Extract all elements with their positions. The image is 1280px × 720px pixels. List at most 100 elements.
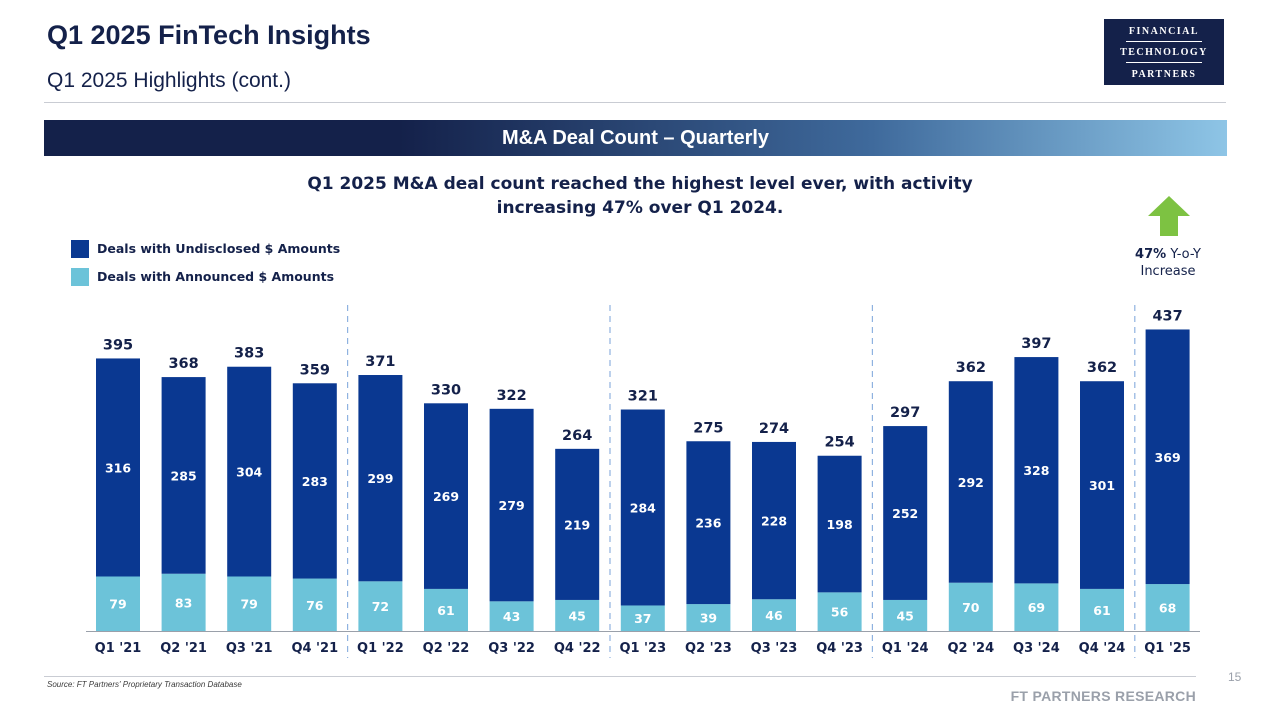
data-label-undisclosed: 299 (367, 471, 393, 486)
logo-line-1: FINANCIAL (1128, 26, 1200, 37)
up-arrow-icon (1148, 196, 1190, 236)
data-label-total: 330 (431, 382, 461, 398)
x-tick-label: Q3 '24 (1013, 641, 1060, 656)
x-tick-label: Q1 '21 (95, 641, 142, 656)
headline-line-2: increasing 47% over Q1 2024. (496, 198, 784, 218)
bar-announced (424, 588, 468, 631)
data-label-total: 297 (890, 405, 920, 421)
bar-announced (948, 582, 993, 631)
bar-announced (817, 592, 862, 631)
bar-announced (620, 605, 665, 631)
data-label-announced: 45 (568, 608, 585, 623)
data-label-announced: 76 (306, 598, 324, 613)
footer-brand: FT PARTNERS RESEARCH (1010, 688, 1196, 704)
data-label-undisclosed: 301 (1089, 478, 1115, 493)
data-label-announced: 61 (1093, 603, 1110, 618)
data-label-total: 359 (300, 362, 330, 378)
data-label-undisclosed: 279 (499, 498, 525, 513)
headline-line-1: Q1 2025 M&A deal count reached the highe… (307, 174, 973, 194)
bar-announced (555, 599, 600, 631)
data-label-undisclosed: 316 (105, 460, 131, 475)
bar-undisclosed (948, 381, 993, 583)
bar-undisclosed (227, 366, 272, 577)
banner-label: M&A Deal Count – Quarterly (501, 127, 770, 149)
data-label-announced: 69 (1028, 600, 1045, 615)
bar-announced (292, 578, 337, 631)
bar-undisclosed (620, 409, 665, 606)
bar-announced (358, 581, 403, 631)
x-tick-label: Q1 '25 (1144, 641, 1191, 656)
bar-announced (96, 576, 140, 631)
chart-headline: Q1 2025 M&A deal count reached the highe… (300, 172, 980, 220)
data-label-undisclosed: 252 (892, 506, 918, 521)
data-label-undisclosed: 236 (695, 516, 721, 531)
data-label-total: 264 (562, 428, 592, 444)
x-tick-label: Q2 '22 (423, 641, 470, 656)
data-label-undisclosed: 369 (1155, 450, 1181, 465)
bar-announced (1080, 588, 1124, 631)
data-label-total: 362 (1087, 360, 1117, 376)
data-label-undisclosed: 269 (433, 489, 459, 504)
bar-undisclosed (883, 426, 928, 600)
data-label-total: 254 (824, 435, 854, 451)
bar-undisclosed (817, 455, 862, 593)
x-tick-label: Q2 '24 (947, 641, 994, 656)
data-label-total: 362 (956, 360, 986, 376)
x-tick-label: Q4 '22 (554, 641, 601, 656)
bar-undisclosed (96, 358, 140, 577)
bar-undisclosed (424, 403, 468, 589)
yoy-suffix: Y-o-Y (1170, 247, 1201, 262)
data-label-announced: 83 (175, 595, 192, 610)
x-tick-label: Q3 '21 (226, 641, 273, 656)
data-label-total: 383 (234, 346, 264, 362)
bar-undisclosed (292, 383, 337, 579)
x-tick-label: Q1 '23 (619, 641, 666, 656)
page-number: 15 (1228, 670, 1242, 684)
data-label-announced: 79 (109, 597, 126, 612)
page-subtitle: Q1 2025 Highlights (cont.) (47, 69, 291, 92)
yoy-increase-label: Increase (1140, 264, 1196, 279)
data-label-total: 322 (496, 388, 526, 404)
data-label-announced: 70 (962, 600, 980, 615)
legend-swatch-undisclosed (71, 240, 89, 258)
x-tick-label: Q4 '23 (816, 641, 863, 656)
data-label-total: 395 (103, 337, 133, 353)
x-tick-label: Q1 '24 (882, 641, 929, 656)
logo-line-2: TECHNOLOGY (1120, 47, 1208, 58)
bar-announced (489, 601, 534, 631)
data-label-undisclosed: 304 (236, 465, 262, 480)
footer-divider (44, 676, 1196, 677)
data-label-announced: 37 (634, 611, 651, 626)
data-label-announced: 46 (765, 608, 783, 623)
bar-undisclosed (1145, 329, 1190, 585)
section-banner: M&A Deal Count – Quarterly (44, 120, 1227, 156)
data-label-total: 437 (1152, 308, 1182, 324)
bar-undisclosed (1014, 357, 1059, 584)
bar-announced (161, 573, 206, 631)
data-label-announced: 39 (700, 611, 717, 626)
data-label-total: 275 (693, 420, 723, 436)
bar-announced (752, 599, 796, 631)
bar-undisclosed (161, 377, 206, 574)
bar-announced (227, 576, 272, 631)
legend-label-undisclosed: Deals with Undisclosed $ Amounts (97, 241, 341, 256)
yoy-percent: 47% (1135, 247, 1167, 262)
bar-undisclosed (358, 375, 403, 582)
data-label-announced: 79 (240, 597, 257, 612)
x-tick-label: Q3 '23 (751, 641, 798, 656)
yoy-callout: 47% Y-o-Y Increase (1118, 246, 1218, 280)
data-label-announced: 56 (831, 605, 849, 620)
bar-announced (686, 604, 731, 631)
x-tick-label: Q2 '21 (160, 641, 207, 656)
source-note: Source: FT Partners' Proprietary Transac… (47, 680, 242, 689)
data-label-total: 321 (628, 389, 658, 405)
x-tick-label: Q4 '24 (1079, 641, 1126, 656)
data-label-undisclosed: 328 (1023, 463, 1049, 478)
header-divider (44, 102, 1226, 103)
data-label-total: 368 (168, 356, 198, 372)
data-label-announced: 61 (437, 603, 454, 618)
bar-undisclosed (1080, 381, 1124, 589)
logo-rule (1126, 41, 1202, 42)
legend-label-announced: Deals with Announced $ Amounts (97, 269, 335, 284)
data-label-announced: 45 (896, 608, 913, 623)
